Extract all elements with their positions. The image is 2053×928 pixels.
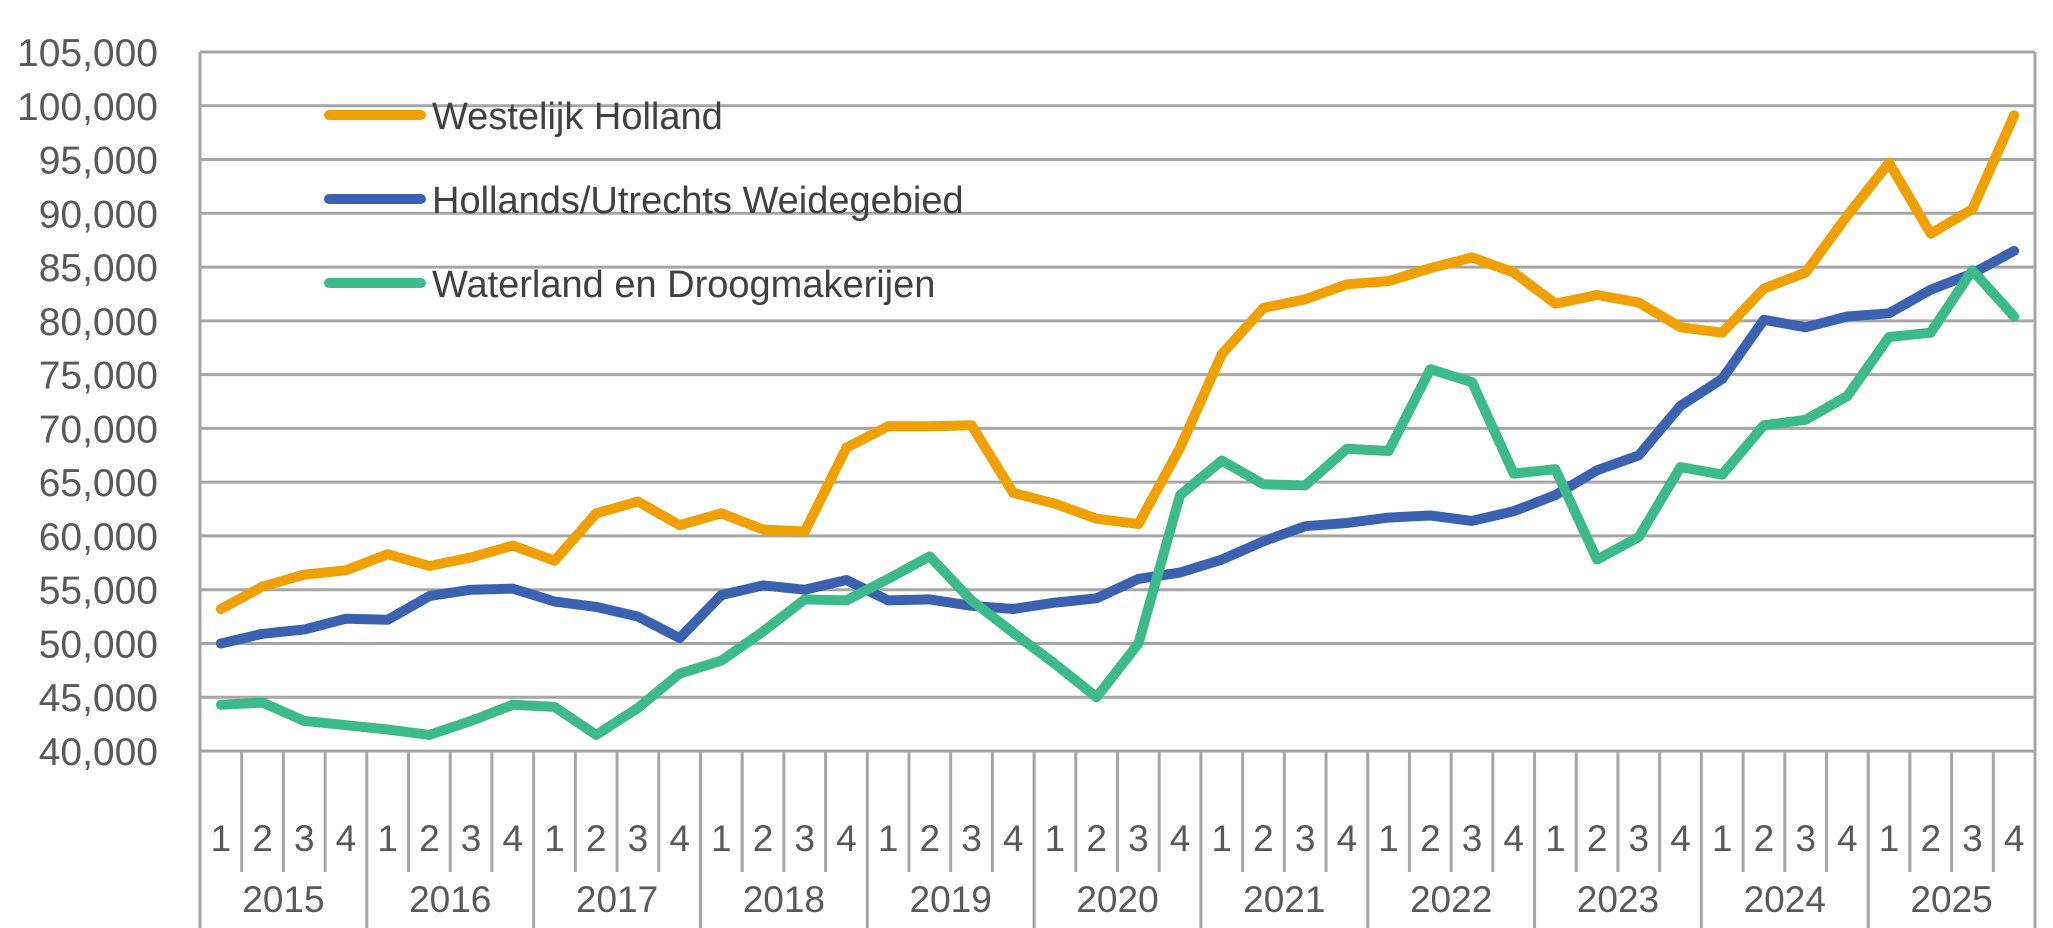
year-label: 2020	[1076, 879, 1158, 920]
quarter-label: 3	[1128, 818, 1149, 859]
quarter-label: 4	[1503, 818, 1524, 859]
year-label: 2023	[1577, 879, 1659, 920]
quarter-label: 2	[252, 818, 273, 859]
y-tick-label: 75,000	[39, 355, 158, 398]
quarter-label: 2	[419, 818, 440, 859]
quarter-label: 3	[1462, 818, 1483, 859]
y-tick-label: 105,000	[17, 32, 158, 75]
quarter-label: 1	[1879, 818, 1900, 859]
quarter-label: 1	[1712, 818, 1733, 859]
series-line-1	[215, 110, 2020, 614]
quarter-label: 4	[502, 818, 523, 859]
quarter-label: 1	[211, 818, 232, 859]
quarter-label: 4	[1670, 818, 1691, 859]
quarter-label: 2	[1587, 818, 1608, 859]
y-tick-label: 90,000	[39, 193, 158, 236]
quarter-label: 3	[794, 818, 815, 859]
quarter-label: 2	[1920, 818, 1941, 859]
series-line-2	[215, 245, 2020, 649]
y-tick-label: 70,000	[39, 408, 158, 451]
series-line-3	[215, 265, 2020, 740]
quarter-label: 4	[1837, 818, 1858, 859]
quarter-label: 4	[336, 818, 357, 859]
year-label: 2018	[743, 879, 825, 920]
quarter-label: 1	[1545, 818, 1566, 859]
quarter-label: 2	[1420, 818, 1441, 859]
quarter-label: 2	[920, 818, 941, 859]
series-lines	[215, 110, 2020, 740]
quarter-label: 3	[628, 818, 649, 859]
year-label: 2025	[1910, 879, 1992, 920]
quarter-label: 1	[711, 818, 732, 859]
quarter-label: 4	[2004, 818, 2025, 859]
quarter-label: 4	[836, 818, 857, 859]
year-label: 2022	[1410, 879, 1492, 920]
y-tick-label: 40,000	[39, 731, 158, 774]
year-label: 2015	[242, 879, 324, 920]
quarter-label: 2	[586, 818, 607, 859]
y-tick-label: 55,000	[39, 570, 158, 613]
y-tick-label: 65,000	[39, 462, 158, 505]
quarter-label: 4	[669, 818, 690, 859]
quarter-label: 1	[1045, 818, 1066, 859]
quarter-label: 1	[377, 818, 398, 859]
year-label: 2024	[1744, 879, 1826, 920]
quarter-label: 3	[1295, 818, 1316, 859]
quarter-label: 3	[1629, 818, 1650, 859]
legend-label-3: Waterland en Droogmakerijen	[432, 264, 935, 306]
year-label: 2017	[576, 879, 658, 920]
quarter-label: 1	[544, 818, 565, 859]
y-tick-label: 50,000	[39, 623, 158, 666]
quarter-label: 2	[1086, 818, 1107, 859]
quarter-label: 3	[1962, 818, 1983, 859]
y-tick-label: 100,000	[17, 86, 158, 129]
quarter-label: 1	[878, 818, 899, 859]
quarter-label: 3	[294, 818, 315, 859]
quarter-label: 2	[1253, 818, 1274, 859]
quarter-label: 3	[1795, 818, 1816, 859]
year-label: 2021	[1243, 879, 1325, 920]
quarter-label: 3	[961, 818, 982, 859]
quarter-label: 2	[1754, 818, 1775, 859]
quarter-label: 1	[1211, 818, 1232, 859]
y-tick-label: 80,000	[39, 301, 158, 344]
year-label: 2016	[409, 879, 491, 920]
quarter-label: 2	[753, 818, 774, 859]
quarter-label: 4	[1170, 818, 1191, 859]
y-tick-label: 45,000	[39, 677, 158, 720]
quarter-label: 3	[461, 818, 482, 859]
legend-label-1: Westelijk Holland	[432, 96, 723, 138]
y-tick-label: 60,000	[39, 516, 158, 559]
quarter-label: 4	[1003, 818, 1024, 859]
gridlines	[198, 50, 2037, 928]
y-tick-label: 95,000	[39, 140, 158, 183]
year-label: 2019	[910, 879, 992, 920]
y-axis-tick-labels: 40,000 45,000 50,000 55,000 60,000 65,000 70,0…	[17, 32, 158, 774]
legend-label-2: Hollands/Utrechts Weidegebied	[432, 180, 964, 222]
quarter-label: 1	[1378, 818, 1399, 859]
y-tick-label: 85,000	[39, 247, 158, 290]
legend: Westelijk Holland Hollands/Utrechts Weide…	[324, 96, 964, 306]
quarter-label: 4	[1337, 818, 1358, 859]
